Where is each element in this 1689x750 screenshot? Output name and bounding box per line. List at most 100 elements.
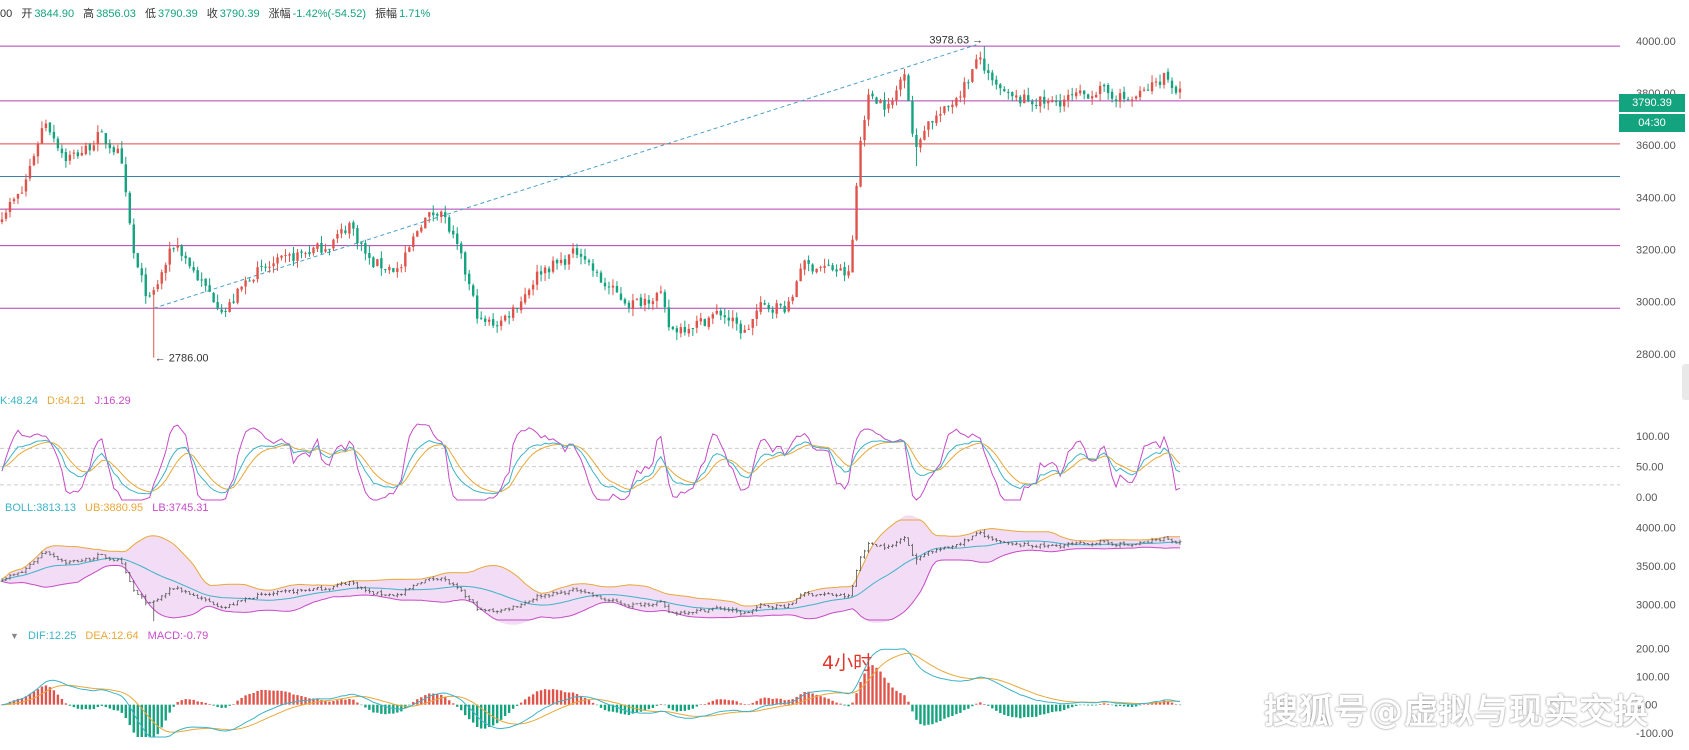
macd-histogram-bar	[991, 704, 994, 709]
candle-body	[432, 212, 435, 216]
amplitude-value: 1.71%	[399, 8, 431, 20]
candle-body	[895, 90, 898, 101]
macd-histogram-bar	[1174, 704, 1178, 705]
candle-body	[855, 185, 858, 240]
macd-histogram-bar	[587, 700, 591, 705]
kdj-axis-tick: 0.00	[1636, 492, 1657, 504]
macd-histogram-bar	[292, 694, 295, 705]
candle-body	[819, 266, 822, 268]
candle-body	[316, 243, 319, 249]
candle-body	[284, 254, 287, 256]
macd-histogram-bar	[971, 704, 974, 707]
current-price-tag: 3790.39	[1619, 94, 1685, 112]
low-annotation: ← 2786.00	[155, 353, 209, 365]
macd-histogram-bar	[943, 704, 946, 719]
macd-histogram-bar	[855, 693, 858, 705]
candle-body	[388, 266, 391, 271]
macd-histogram-bar	[224, 704, 227, 708]
macd-histogram-bar	[739, 703, 742, 705]
candle-body	[827, 264, 830, 266]
macd-histogram-bar	[499, 704, 503, 720]
candle-body	[336, 234, 339, 239]
candle-body	[759, 302, 762, 312]
candle-body	[919, 139, 922, 148]
low-value: 3790.39	[157, 8, 198, 20]
macd-histogram-bar	[208, 703, 211, 705]
candle-body	[903, 74, 906, 81]
macd-histogram-bar	[104, 704, 108, 708]
macd-histogram-bar	[815, 694, 818, 705]
macd-histogram-bar	[1122, 704, 1126, 707]
candle-body	[491, 319, 495, 326]
macd-histogram-bar	[615, 704, 619, 713]
candle-body	[352, 222, 355, 229]
macd-histogram-bar	[1118, 704, 1122, 706]
macd-histogram-bar	[827, 698, 830, 705]
candle-body	[1015, 95, 1018, 98]
macd-dif-value: 12.25	[48, 630, 77, 642]
macd-histogram-bar	[687, 704, 691, 710]
candle-body	[1023, 94, 1026, 104]
candle-body	[999, 84, 1002, 89]
macd-histogram-bar	[939, 704, 942, 721]
macd-histogram-bar	[831, 700, 834, 705]
candle-body	[340, 229, 343, 234]
panel-resize-handle[interactable]	[1682, 364, 1689, 400]
macd-histogram-bar	[188, 699, 191, 705]
candle-body	[531, 284, 535, 290]
macd-histogram-bar	[276, 690, 279, 705]
macd-histogram-bar	[24, 696, 28, 705]
price-axis-tick: 3000.00	[1636, 297, 1676, 309]
candle-body	[975, 59, 978, 69]
candle-body	[300, 251, 303, 253]
candle-body	[1134, 96, 1138, 99]
time-prefix: 00	[0, 8, 13, 20]
macd-histogram-bar	[807, 691, 810, 705]
macd-histogram-bar	[64, 703, 68, 705]
candle-body	[479, 317, 483, 319]
macd-histogram-bar	[555, 689, 559, 705]
macd-histogram-bar	[472, 704, 475, 723]
macd-histogram-bar	[695, 704, 699, 707]
candle-body	[456, 233, 459, 244]
macd-histogram-bar	[583, 697, 587, 705]
macd-histogram-bar	[887, 682, 890, 705]
candle-body	[148, 295, 151, 297]
price-axis-tick: 2800.00	[1636, 349, 1676, 361]
change-label: 涨幅	[268, 8, 291, 20]
candle-body	[939, 114, 942, 116]
boll-axis-tick: 4000.00	[1636, 523, 1676, 535]
candle-body	[296, 252, 299, 261]
macd-histogram-bar	[703, 704, 707, 705]
candle-body	[1174, 86, 1178, 93]
candle-body	[16, 194, 20, 199]
candle-body	[1078, 90, 1082, 94]
chevron-down-icon[interactable]: ▼	[10, 631, 19, 641]
candle-body	[392, 268, 395, 272]
macd-histogram-bar	[1130, 704, 1134, 707]
boll-upper-line	[1, 519, 1180, 607]
macd-histogram-bar	[40, 686, 44, 705]
macd-histogram-bar	[244, 695, 247, 705]
candle-body	[260, 266, 263, 268]
candle-body	[663, 292, 667, 308]
macd-histogram-bar	[328, 701, 331, 705]
macd-histogram-bar	[444, 696, 447, 705]
macd-axis-tick: -100.00	[1636, 728, 1673, 740]
candle-body	[424, 217, 427, 229]
macd-histogram-bar	[767, 697, 770, 705]
boll-axis-tick: 3000.00	[1636, 600, 1676, 612]
macd-histogram-bar	[296, 695, 299, 705]
candle-body	[1003, 89, 1006, 92]
macd-histogram-bar	[839, 703, 842, 705]
macd-histogram-bar	[959, 704, 962, 713]
macd-histogram-bar	[919, 704, 922, 725]
macd-histogram-bar	[84, 704, 88, 709]
macd-histogram-bar	[771, 698, 774, 705]
candle-body	[523, 294, 527, 303]
candle-body	[947, 106, 950, 108]
candle-body	[575, 248, 579, 255]
kdj-axis-tick: 100.00	[1636, 431, 1670, 443]
